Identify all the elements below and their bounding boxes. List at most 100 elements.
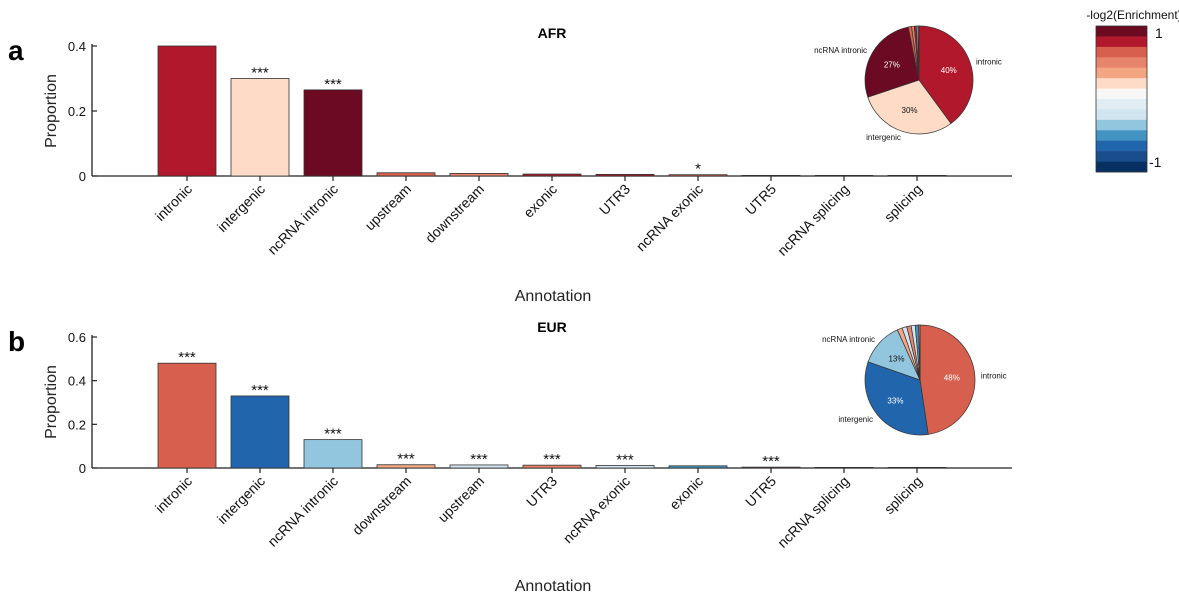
pie-slice [918,25,974,125]
x-tick-label: UTR5 [742,181,779,218]
significance-label: *** [397,451,415,468]
bar [449,172,509,177]
pie-percent-label: 33% [887,396,903,405]
pie-slice-label: ncRNA intronic [814,46,867,55]
panel-a: a AFR Proportion Annotation 0 0.2 0.4 intro… [8,25,1012,305]
colorbar-block [1096,36,1147,48]
colorbar-max-label: 1 [1155,25,1163,41]
x-tick-label: splicing [881,473,925,517]
bar [668,465,728,469]
x-tick-label: upstream [362,181,415,234]
significance-label: * [695,161,701,178]
x-tick-label: ncRNA intronic [264,473,341,550]
x-axis-label-b: Annotation [515,578,592,595]
panel-b: b EUR Proportion Annotation 0 0.2 0.4 0.6 **… [8,319,1012,595]
pie-slice-label: ncRNA intronic [822,335,875,344]
y-tick-label: 0.2 [68,104,86,119]
colorbar-block [1096,161,1147,173]
colorbar-block [1096,67,1147,79]
bar [741,174,801,177]
bar [157,45,217,177]
pie-slice-label: intergenic [866,133,901,142]
x-tick-label: UTR3 [596,181,633,218]
colorbar-block [1096,26,1147,37]
colorbar-block [1096,130,1147,142]
panel-letter-b: b [8,326,25,357]
significance-label: *** [324,76,342,93]
x-tick-label: UTR3 [523,473,560,510]
y-tick-label: 0.4 [68,374,86,389]
pie-slice-label: intergenic [838,415,873,424]
pie-percent-label: 48% [944,374,960,383]
pie-chart-b: 48% intronic 33% intergenic 13% ncRNA introni… [822,324,1007,436]
bar [157,362,217,469]
x-tick-label: downstream [349,473,414,538]
significance-label: *** [251,382,269,399]
x-tick-label: exonic [520,181,560,221]
x-tick-label: ncRNA intronic [264,181,341,258]
pie-percent-label: 40% [941,66,957,75]
colorbar-block [1096,46,1147,58]
pie-slice [919,324,976,435]
pie-slice [867,79,952,135]
bar [303,89,363,177]
colorbar-title: -log2(Enrichment) [1086,8,1179,22]
bar [887,466,947,469]
colorbar-block [1096,109,1147,121]
colorbar-min-label: -1 [1149,154,1162,170]
pie-slice [917,25,920,81]
pie-percent-label: 13% [888,354,904,363]
x-tick-label: ncRNA splicing [774,473,852,551]
y-axis-label-a: Proportion [43,74,60,148]
x-tick-label: intronic [152,181,195,224]
pie-percent-label: 30% [902,106,918,115]
x-tick-label: intergenic [214,181,268,235]
significance-label: *** [470,451,488,468]
x-tick-label: upstream [435,473,488,526]
y-tick-label: 0.4 [68,39,86,54]
pie-slice [864,26,920,98]
y-tick-label: 0 [79,461,86,476]
bar [595,173,655,177]
pie-slice-label: intronic [981,371,1007,380]
colorbar-legend: -log2(Enrichment) 1 -1 [1086,8,1179,173]
x-tick-label: splicing [881,181,925,225]
x-tick-label: intergenic [214,473,268,527]
x-tick-label: exonic [666,473,706,513]
colorbar-block [1096,140,1147,152]
bar [522,173,582,177]
panel-letter-a: a [8,35,24,66]
x-tick-label: intronic [152,473,195,516]
pie-chart-a: 40% intronic 30% intergenic 27% ncRNA introni… [814,25,1002,142]
pie-percent-label: 27% [884,60,900,69]
y-tick-label: 0 [79,169,86,184]
colorbar-block [1096,151,1147,162]
significance-label: *** [762,453,780,470]
pie-slice [864,361,929,436]
significance-label: *** [178,349,196,366]
colorbar-block [1096,57,1147,69]
bar [887,174,947,177]
x-tick-label: ncRNA splicing [774,181,852,259]
chart-title-eur: EUR [537,319,567,335]
y-tick-label: 0.2 [68,417,86,432]
x-tick-label: downstream [422,181,487,246]
bar [376,172,436,177]
colorbar-block [1096,88,1147,100]
pie-slice-label: intronic [976,57,1002,66]
x-tick-label: ncRNA exonic [633,181,706,254]
x-tick-label: UTR5 [742,473,779,510]
bar [814,174,874,177]
significance-label: *** [324,426,342,443]
colorbar-block [1096,78,1147,89]
pie-slice [918,324,921,381]
x-tick-label: ncRNA exonic [560,473,633,546]
bar [303,439,363,469]
chart-title-afr: AFR [538,25,567,41]
bar [230,395,290,469]
significance-label: *** [616,451,634,468]
colorbar-frame [1095,25,1148,173]
colorbar-block [1096,119,1147,131]
bar [230,78,290,177]
